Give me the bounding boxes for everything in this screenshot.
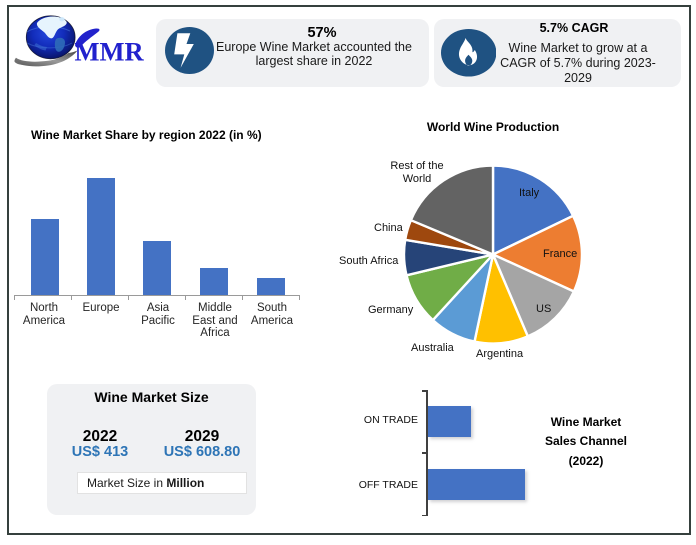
- svg-text:MMR: MMR: [75, 37, 145, 67]
